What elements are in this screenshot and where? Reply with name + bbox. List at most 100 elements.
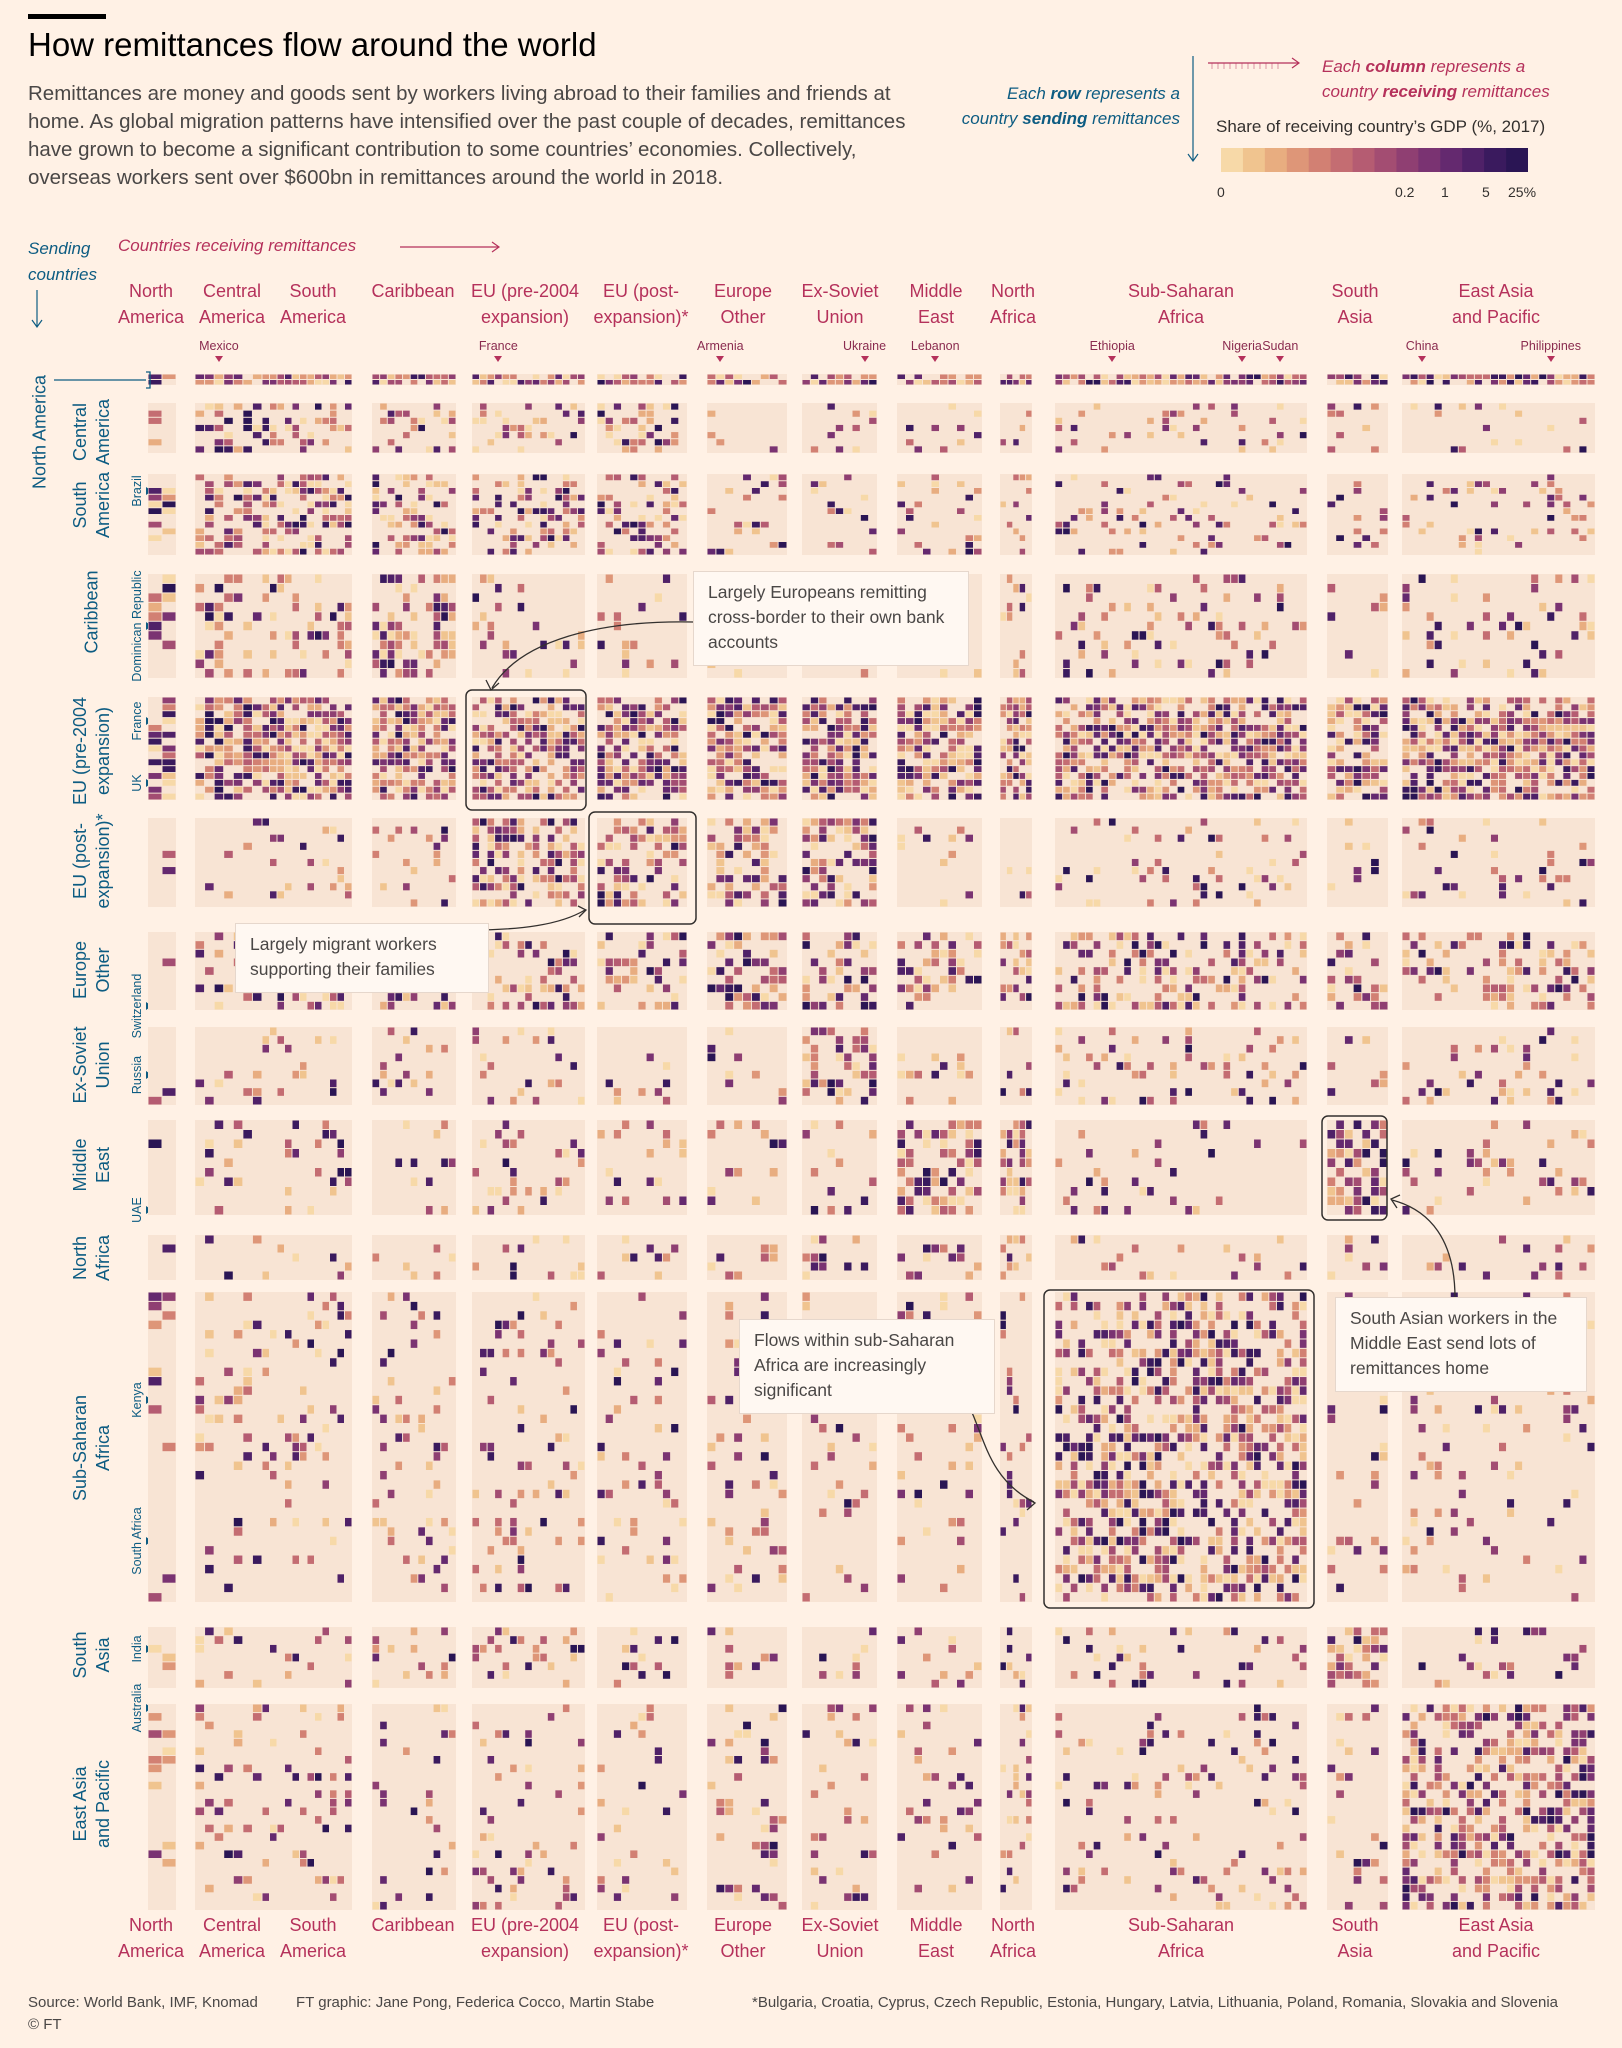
matrix-cell — [1450, 786, 1458, 793]
matrix-cell — [345, 786, 352, 793]
matrix-cell — [472, 834, 480, 842]
matrix-cell — [914, 1187, 922, 1196]
matrix-cell — [243, 993, 252, 1001]
matrix-block — [195, 1120, 262, 1215]
matrix-cell — [315, 1168, 322, 1177]
matrix-cell — [205, 704, 214, 711]
matrix-cell — [270, 704, 277, 711]
matrix-cell — [243, 380, 252, 385]
matrix-cell — [292, 724, 299, 731]
matrix-cell — [387, 738, 395, 745]
matrix-cell — [1458, 786, 1466, 793]
matrix-cell — [395, 650, 403, 659]
matrix-cell — [292, 704, 299, 711]
matrix-cell — [1170, 697, 1177, 704]
matrix-cell — [345, 773, 352, 779]
matrix-cell — [387, 650, 395, 659]
matrix-cell — [679, 932, 687, 941]
matrix-cell — [810, 446, 819, 453]
matrix-cell — [1327, 724, 1336, 731]
matrix-cell — [1466, 697, 1474, 704]
matrix-cell — [395, 738, 403, 745]
matrix-cell — [1299, 932, 1307, 941]
matrix-cell — [1555, 488, 1563, 494]
matrix-cell — [974, 697, 982, 704]
matrix-cell — [1571, 738, 1579, 745]
matrix-cell — [502, 984, 510, 993]
matrix-cell — [540, 745, 547, 752]
matrix-cell — [345, 446, 352, 453]
matrix-cell — [540, 1001, 547, 1010]
matrix-cell — [1078, 380, 1086, 385]
matrix-cell — [1269, 380, 1276, 385]
matrix-cell — [679, 374, 687, 379]
matrix-cell — [562, 891, 570, 899]
matrix-cell — [1238, 1088, 1246, 1096]
matrix-cell — [337, 766, 344, 773]
matrix-cell — [285, 481, 292, 487]
matrix-cell — [1327, 403, 1336, 410]
matrix-cell — [195, 793, 205, 800]
matrix-cell — [252, 818, 262, 826]
matrix-cell — [502, 1001, 510, 1010]
matrix-cell — [1507, 535, 1515, 541]
matrix-cell — [1379, 1079, 1388, 1088]
matrix-cell — [1108, 745, 1116, 752]
matrix-cell — [1410, 718, 1418, 724]
matrix-cell — [1108, 704, 1116, 711]
matrix-cell — [835, 1088, 844, 1096]
matrix-cell — [638, 718, 646, 724]
matrix-cell — [540, 417, 547, 424]
matrix-cell — [654, 773, 662, 779]
matrix-cell — [1507, 745, 1515, 752]
matrix-cell — [638, 481, 646, 487]
matrix-cell — [345, 718, 352, 724]
matrix-cell — [162, 528, 176, 535]
matrix-cell — [1353, 752, 1362, 759]
matrix-cell — [330, 494, 337, 501]
matrix-cell — [1299, 521, 1307, 528]
matrix-cell — [751, 773, 760, 779]
matrix-cell — [1086, 704, 1093, 711]
matrix-cell — [869, 731, 877, 738]
matrix-cell — [307, 508, 314, 514]
matrix-cell — [769, 1168, 778, 1177]
matrix-cell — [233, 773, 243, 779]
matrix-cell — [1426, 711, 1434, 718]
matrix-cell — [743, 724, 751, 731]
matrix-cell — [646, 967, 654, 975]
matrix-cell — [1353, 718, 1362, 724]
matrix-cell — [1093, 704, 1101, 711]
matrix-cell — [480, 875, 487, 883]
matrix-cell — [1192, 380, 1200, 385]
matrix-cell — [760, 481, 769, 487]
matrix-cell — [1086, 669, 1093, 678]
matrix-cell — [243, 731, 252, 738]
matrix-cell — [852, 380, 860, 385]
matrix-cell — [547, 818, 555, 826]
column-country-label: France — [478, 339, 518, 353]
matrix-cell — [1426, 718, 1434, 724]
matrix-cell — [337, 521, 344, 528]
matrix-cell — [1200, 941, 1208, 949]
column-country-marker — [860, 356, 869, 362]
matrix-cell — [532, 826, 540, 834]
matrix-cell — [1070, 474, 1078, 481]
matrix-cell — [502, 834, 510, 842]
matrix-cell — [448, 446, 456, 453]
matrix-cell — [1055, 759, 1063, 766]
matrix-cell — [214, 612, 224, 621]
matrix-cell — [852, 731, 860, 738]
matrix-cell — [810, 1120, 819, 1129]
matrix-cell — [1547, 1088, 1555, 1096]
matrix-cell — [1336, 1001, 1344, 1010]
matrix-cell — [1426, 779, 1434, 786]
matrix-cell — [1215, 711, 1223, 718]
matrix-cell — [1026, 731, 1032, 738]
matrix-cell — [613, 745, 622, 752]
matrix-cell — [555, 1177, 562, 1186]
matrix-cell — [707, 374, 716, 379]
matrix-cell — [1579, 759, 1587, 766]
matrix-cell — [403, 883, 410, 891]
matrix-cell — [827, 704, 835, 711]
